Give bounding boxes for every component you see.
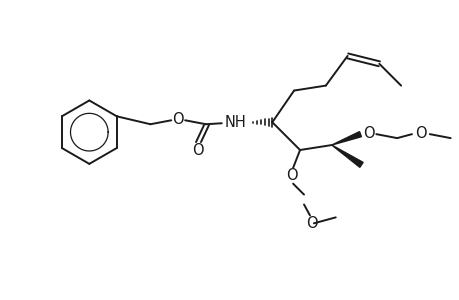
Text: O: O xyxy=(363,126,375,141)
Polygon shape xyxy=(331,145,362,167)
Text: O: O xyxy=(172,112,184,127)
Text: O: O xyxy=(192,142,203,158)
Text: NH: NH xyxy=(224,115,246,130)
Text: O: O xyxy=(306,216,317,231)
Polygon shape xyxy=(331,132,361,145)
Text: O: O xyxy=(285,168,297,183)
Text: O: O xyxy=(414,126,426,141)
